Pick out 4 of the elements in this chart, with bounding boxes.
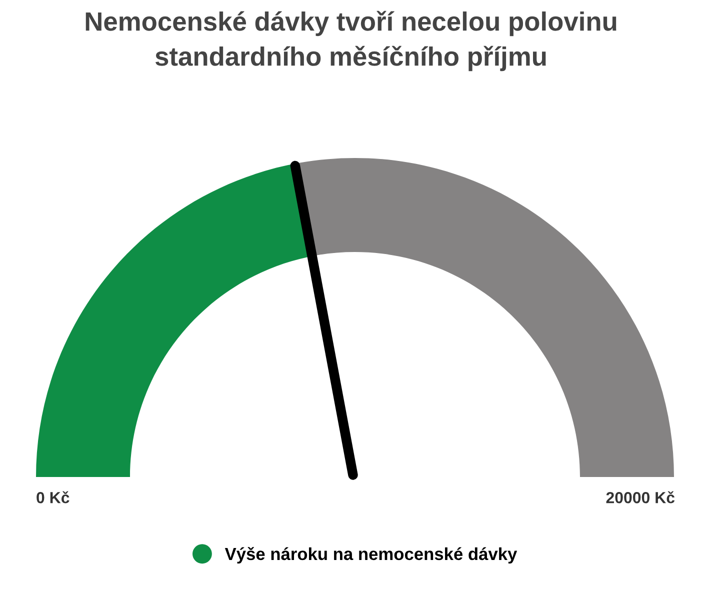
text: 20000 Kč — [606, 491, 675, 504]
legend-label: Výše nároku na nemocenské dávky — [224, 546, 518, 564]
text: 0 Kč — [36, 491, 70, 504]
chart-title: Nemocenské dávky tvoří necelou polovinu standardního měsíčního příjmu — [86, 10, 616, 72]
